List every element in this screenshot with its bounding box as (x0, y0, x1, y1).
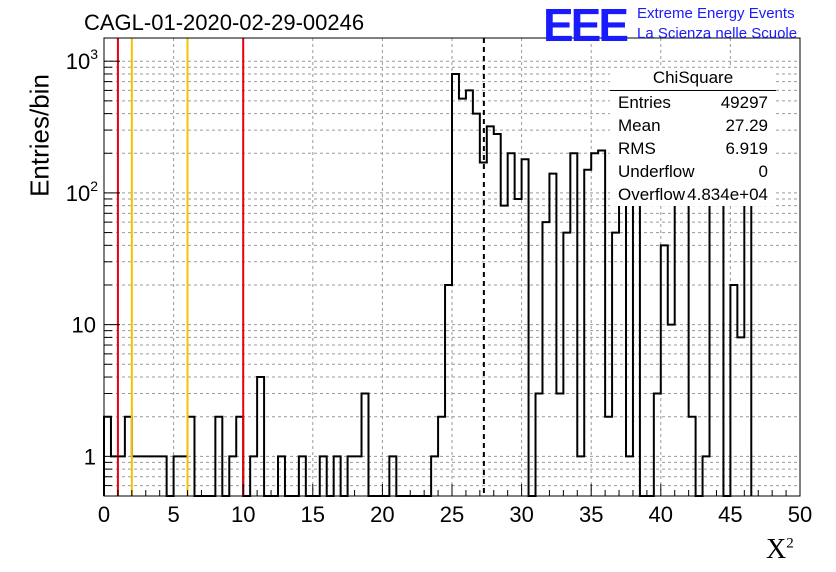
logo-line-1: Extreme Energy Events (637, 5, 795, 22)
chart-title: CAGL-01-2020-02-29-00246 (84, 10, 365, 35)
x-axis-label-exp: 2 (786, 535, 794, 552)
y-tick-label: 102 (66, 178, 98, 206)
logo-mark: EEE (543, 0, 629, 51)
stats-key: Overflow (618, 185, 686, 204)
x-axis-label: X2 (766, 534, 794, 566)
stats-row-rms: RMS 6.919 (610, 137, 776, 160)
x-tick-label: 35 (579, 502, 603, 527)
x-axis-label-base: X (766, 534, 787, 565)
y-axis-label: Entries/bin (24, 74, 55, 197)
y-tick-label: 103 (66, 46, 98, 74)
y-tick-label: 1 (84, 444, 96, 469)
x-tick-label: 20 (370, 502, 394, 527)
marker-lines (116, 38, 485, 496)
stats-key: Underflow (618, 162, 695, 181)
stats-value: 4.834e+04 (687, 185, 768, 204)
stats-value: 6.919 (725, 139, 768, 158)
x-tick-label: 10 (231, 502, 255, 527)
x-tick-label: 50 (788, 502, 812, 527)
stats-row-mean: Mean 27.29 (610, 114, 776, 137)
x-tick-label: 30 (509, 502, 533, 527)
stats-key: Mean (618, 116, 661, 135)
x-tick-label: 45 (718, 502, 742, 527)
eee-logo: EEE Extreme Energy Events La Scienza nel… (543, 0, 797, 51)
stats-key: RMS (618, 139, 656, 158)
stats-title: ChiSquare (610, 68, 776, 91)
logo-line-2: La Scienza nelle Scuole (637, 25, 798, 42)
stats-row-underflow: Underflow 0 (610, 160, 776, 183)
stats-row-entries: Entries 49297 (610, 91, 776, 114)
stats-key: Entries (618, 93, 671, 112)
x-tick-label: 25 (440, 502, 464, 527)
stats-value: 27.29 (725, 116, 768, 135)
x-tick-label: 5 (167, 502, 179, 527)
x-tick-label: 15 (301, 502, 325, 527)
y-tick-label: 10 (72, 313, 96, 338)
stats-row-overflow: Overflow 4.834e+04 (610, 183, 776, 206)
stats-box: ChiSquare Entries 49297 Mean 27.29 RMS 6.91… (610, 68, 776, 206)
x-tick-label: 40 (649, 502, 673, 527)
stats-value: 49297 (720, 93, 768, 112)
stats-value: 0 (758, 162, 768, 181)
logo-text: Extreme Energy Events La Scienza nelle S… (637, 4, 797, 44)
x-tick-label: 0 (98, 502, 110, 527)
